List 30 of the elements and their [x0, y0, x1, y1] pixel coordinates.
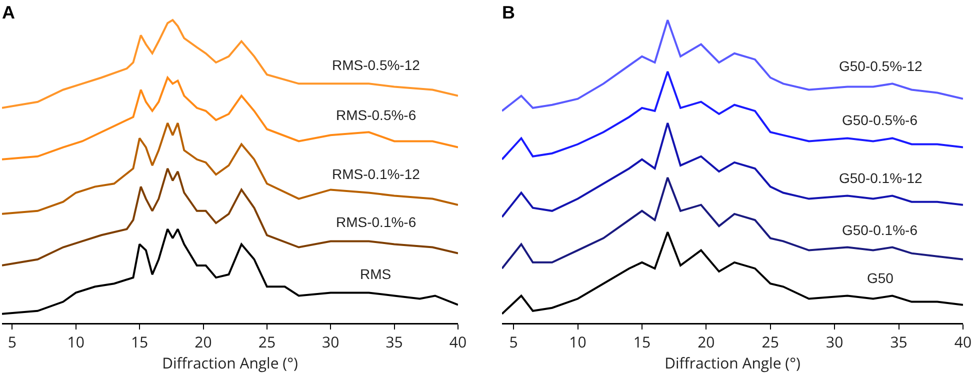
series-label: G50-0.1%-12 — [839, 170, 922, 186]
x-tick-label: 20 — [698, 332, 715, 352]
chart-title: B — [502, 2, 515, 22]
x-tick-label: 5 — [8, 332, 16, 352]
x-tick-label: 25 — [258, 332, 276, 352]
series-label: RMS-0.1%-12 — [332, 166, 420, 182]
x-tick-label: 5 — [509, 332, 518, 352]
x-tick-label: 15 — [130, 332, 148, 352]
series-label: RMS-0.1%-6 — [336, 214, 416, 230]
x-axis-title: Diffraction Angle (°) — [664, 353, 800, 374]
x-tick-label: 40 — [449, 332, 467, 352]
series-label: G50-0.5%-6 — [842, 112, 918, 128]
x-tick-label: 40 — [954, 332, 972, 352]
series-label: G50-0.1%-6 — [842, 222, 918, 238]
series-label: RMS-0.5%-12 — [332, 57, 420, 73]
series-label: RMS — [360, 266, 392, 282]
x-tick-label: 10 — [569, 332, 586, 352]
series-label: G50-0.5%-12 — [839, 58, 922, 74]
series-label: RMS-0.5%-6 — [336, 107, 416, 123]
x-tick-label: 10 — [67, 332, 84, 352]
x-tick-label: 35 — [386, 332, 403, 352]
x-tick-label: 25 — [762, 332, 779, 352]
x-tick-label: 15 — [633, 332, 651, 352]
x-tick-label: 30 — [322, 332, 340, 352]
chart-title: A — [2, 2, 15, 22]
x-axis-title: Diffraction Angle (°) — [162, 353, 298, 374]
x-tick-label: 20 — [194, 332, 212, 352]
series-label: G50 — [867, 270, 894, 286]
x-tick-label: 35 — [890, 332, 908, 352]
x-tick-label: 30 — [826, 332, 844, 352]
